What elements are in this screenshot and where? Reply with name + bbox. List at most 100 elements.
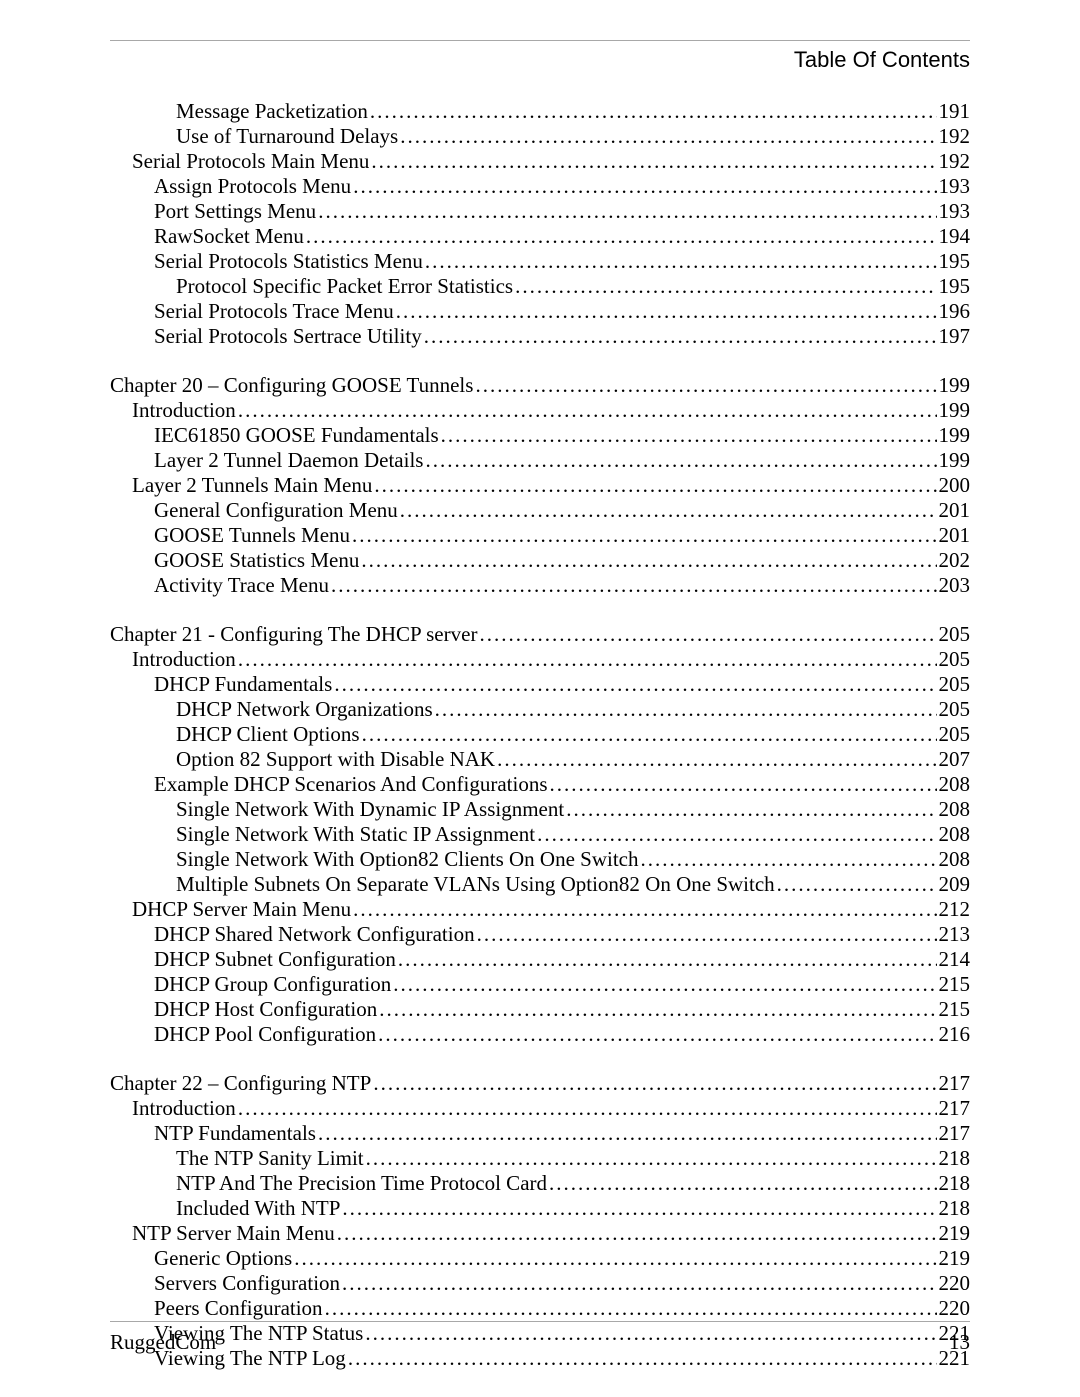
toc-entry-page: 218 xyxy=(939,1173,971,1194)
toc-entry-label: DHCP Network Organizations xyxy=(176,699,433,720)
toc-entry-label: Layer 2 Tunnels Main Menu xyxy=(132,475,372,496)
toc-entry-label: Option 82 Support with Disable NAK xyxy=(176,749,495,770)
toc-entry-label: Introduction xyxy=(132,400,236,421)
toc-entry-page: 217 xyxy=(939,1123,971,1144)
toc-entry-label: GOOSE Statistics Menu xyxy=(154,550,359,571)
toc-entry-page: 195 xyxy=(939,251,971,272)
toc-entry: Message Packetization 191 xyxy=(110,101,970,126)
toc-entry-page: 191 xyxy=(939,101,971,122)
toc-entry: DHCP Client Options205 xyxy=(110,724,970,749)
toc-entry-label: Single Network With Dynamic IP Assignmen… xyxy=(176,799,564,820)
toc-entry: NTP Server Main Menu219 xyxy=(110,1223,970,1248)
toc-entry: DHCP Host Configuration215 xyxy=(110,999,970,1024)
toc-entry-leader xyxy=(342,1273,936,1294)
toc-entry: DHCP Subnet Configuration 214 xyxy=(110,949,970,974)
toc-entry-leader xyxy=(441,425,937,446)
toc-entry-label: Chapter 20 – Configuring GOOSE Tunnels xyxy=(110,375,473,396)
toc-entry-label: Port Settings Menu xyxy=(154,201,316,222)
toc-entry-label: Message Packetization xyxy=(176,101,368,122)
header-title: Table Of Contents xyxy=(110,47,970,73)
toc-entry-page: 203 xyxy=(939,575,971,596)
table-of-contents: Message Packetization 191 Use of Turnaroun… xyxy=(110,101,970,1373)
toc-entry-leader xyxy=(477,924,937,945)
toc-entry-leader xyxy=(425,251,937,272)
toc-entry-label: DHCP Shared Network Configuration xyxy=(154,924,475,945)
toc-entry-label: Servers Configuration xyxy=(154,1273,340,1294)
toc-entry-leader xyxy=(374,475,936,496)
toc-entry-label: Introduction xyxy=(132,649,236,670)
toc-entry: Introduction205 xyxy=(110,649,970,674)
toc-entry: Serial Protocols Statistics Menu195 xyxy=(110,251,970,276)
toc-entry-page: 192 xyxy=(939,126,971,147)
toc-entry-leader xyxy=(400,500,937,521)
toc-entry: NTP And The Precision Time Protocol Card… xyxy=(110,1173,970,1198)
toc-entry: Serial Protocols Sertrace Utility197 xyxy=(110,326,970,351)
toc-entry-page: 214 xyxy=(939,949,971,970)
toc-entry-leader xyxy=(334,674,936,695)
toc-entry-label: DHCP Pool Configuration xyxy=(154,1024,376,1045)
toc-entry-page: 192 xyxy=(939,151,971,172)
toc-entry-page: 217 xyxy=(939,1098,971,1119)
toc-entry: Assign Protocols Menu193 xyxy=(110,176,970,201)
toc-entry-label: The NTP Sanity Limit xyxy=(176,1148,364,1169)
toc-entry-label: Single Network With Option82 Clients On … xyxy=(176,849,639,870)
toc-entry: Single Network With Static IP Assignment… xyxy=(110,824,970,849)
toc-entry: Layer 2 Tunnels Main Menu 200 xyxy=(110,475,970,500)
toc-entry-page: 205 xyxy=(939,674,971,695)
toc-entry-label: DHCP Server Main Menu xyxy=(132,899,351,920)
toc-entry-label: Layer 2 Tunnel Daemon Details xyxy=(154,450,423,471)
toc-entry-leader xyxy=(352,525,936,546)
toc-entry-label: Included With NTP xyxy=(176,1198,340,1219)
toc-entry: Port Settings Menu193 xyxy=(110,201,970,226)
toc-entry: DHCP Shared Network Configuration213 xyxy=(110,924,970,949)
toc-entry-leader xyxy=(515,276,936,297)
toc-entry: Activity Trace Menu203 xyxy=(110,575,970,600)
toc-entry: Serial Protocols Trace Menu196 xyxy=(110,301,970,326)
toc-entry-page: 199 xyxy=(939,450,971,471)
toc-entry-label: NTP Fundamentals xyxy=(154,1123,316,1144)
toc-entry-leader xyxy=(238,649,937,670)
toc-entry: GOOSE Statistics Menu 202 xyxy=(110,550,970,575)
toc-entry-page: 202 xyxy=(939,550,971,571)
footer-rule xyxy=(110,1321,970,1322)
toc-entry-label: Chapter 21 - Configuring The DHCP server xyxy=(110,624,477,645)
footer: RuggedCom 13 xyxy=(110,1321,970,1355)
toc-entry: Introduction 199 xyxy=(110,400,970,425)
toc-entry-label: DHCP Subnet Configuration xyxy=(154,949,396,970)
toc-entry-label: IEC61850 GOOSE Fundamentals xyxy=(154,425,439,446)
toc-entry-page: 212 xyxy=(939,899,971,920)
toc-entry-leader xyxy=(331,575,937,596)
toc-entry-page: 196 xyxy=(939,301,971,322)
toc-entry-page: 199 xyxy=(939,400,971,421)
toc-entry: Use of Turnaround Delays192 xyxy=(110,126,970,151)
toc-entry-leader xyxy=(435,699,937,720)
toc-entry-leader xyxy=(641,849,937,870)
toc-entry: DHCP Network Organizations 205 xyxy=(110,699,970,724)
toc-entry-leader xyxy=(337,1223,937,1244)
toc-entry-page: 200 xyxy=(939,475,971,496)
toc-entry-label: Multiple Subnets On Separate VLANs Using… xyxy=(176,874,775,895)
toc-entry-page: 215 xyxy=(939,974,971,995)
toc-entry-page: 197 xyxy=(939,326,971,347)
toc-entry-label: Single Network With Static IP Assignment xyxy=(176,824,535,845)
toc-entry-label: Serial Protocols Main Menu xyxy=(132,151,369,172)
toc-entry-leader xyxy=(361,550,936,571)
toc-entry-page: 215 xyxy=(939,999,971,1020)
toc-entry: Option 82 Support with Disable NAK 207 xyxy=(110,749,970,774)
toc-entry: IEC61850 GOOSE Fundamentals199 xyxy=(110,425,970,450)
toc-entry-page: 220 xyxy=(939,1273,971,1294)
toc-entry-page: 216 xyxy=(939,1024,971,1045)
toc-entry-leader xyxy=(325,1298,937,1319)
toc-entry-page: 219 xyxy=(939,1223,971,1244)
toc-entry: Peers Configuration220 xyxy=(110,1298,970,1323)
toc-entry-leader xyxy=(379,999,936,1020)
toc-entry-page: 205 xyxy=(939,699,971,720)
toc-entry-leader xyxy=(566,799,936,820)
toc-entry: Generic Options219 xyxy=(110,1248,970,1273)
toc-entry: Example DHCP Scenarios And Configuration… xyxy=(110,774,970,799)
toc-entry-label: Example DHCP Scenarios And Configuration… xyxy=(154,774,548,795)
toc-entry: Multiple Subnets On Separate VLANs Using… xyxy=(110,874,970,899)
toc-entry-page: 194 xyxy=(939,226,971,247)
page: Table Of Contents Message Packetization 1… xyxy=(0,0,1080,1397)
toc-entry-leader xyxy=(550,774,937,795)
